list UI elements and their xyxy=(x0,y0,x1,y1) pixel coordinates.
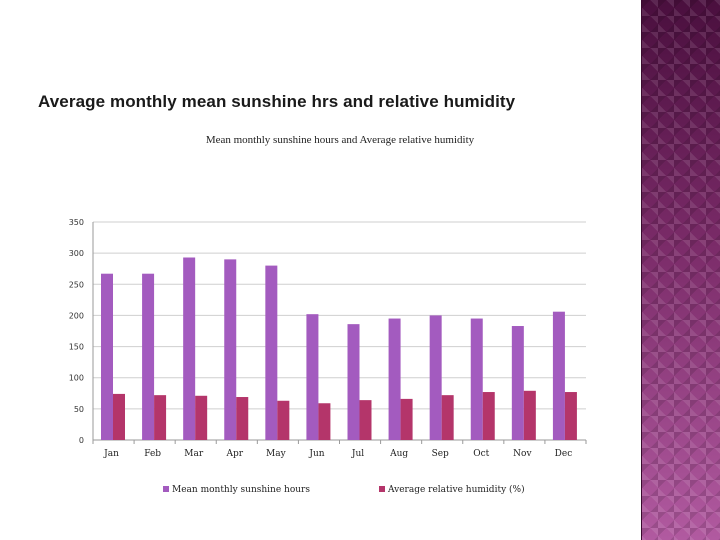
y-tick-label: 0 xyxy=(79,436,84,445)
y-tick-label: 350 xyxy=(69,218,84,227)
y-tick-label: 300 xyxy=(69,249,84,258)
bar-humidity xyxy=(400,398,413,440)
x-tick-label: May xyxy=(266,449,287,459)
x-tick-label: Jul xyxy=(351,449,364,459)
x-tick-label: Jun xyxy=(308,449,324,459)
x-tick-label: Dec xyxy=(555,449,573,459)
bar-sunshine xyxy=(183,257,196,440)
y-tick-label: 50 xyxy=(74,405,84,414)
bar-humidity xyxy=(441,395,454,440)
bar-humidity xyxy=(523,390,536,440)
bar-sunshine xyxy=(429,315,442,440)
x-tick-label: Mar xyxy=(184,449,204,459)
legend-swatch-sunshine xyxy=(163,486,169,492)
bar-humidity xyxy=(113,393,125,440)
bar-sunshine xyxy=(552,311,565,440)
bar-humidity xyxy=(236,397,249,440)
bar-humidity xyxy=(154,395,167,440)
y-tick-label: 200 xyxy=(69,311,84,320)
legend-swatch-humidity xyxy=(379,486,385,492)
x-tick-label: Feb xyxy=(144,449,161,459)
y-tick-label: 100 xyxy=(69,374,84,383)
bar-sunshine xyxy=(306,314,319,440)
bar-humidity xyxy=(359,400,372,440)
legend-label-sunshine: Mean monthly sunshine hours xyxy=(172,485,310,495)
bar-sunshine xyxy=(470,318,483,440)
y-tick-label: 150 xyxy=(69,343,84,352)
x-tick-label: Oct xyxy=(473,449,489,459)
x-tick-label: Aug xyxy=(389,449,408,459)
bar-sunshine xyxy=(265,265,278,440)
bar-sunshine xyxy=(347,324,360,440)
x-tick-label: Apr xyxy=(226,449,244,459)
slide-title: Average monthly mean sunshine hrs and re… xyxy=(38,92,516,111)
bar-sunshine xyxy=(388,318,401,440)
y-tick-label: 250 xyxy=(69,280,84,289)
bar-sunshine xyxy=(224,259,237,440)
bar-humidity xyxy=(277,400,290,440)
bar-humidity xyxy=(195,395,208,440)
legend-label-humidity: Average relative humidity (%) xyxy=(387,484,525,495)
chart-title: Mean monthly sunshine hours and Average … xyxy=(205,134,475,146)
x-tick-label: Nov xyxy=(513,449,532,459)
bar-sunshine xyxy=(142,273,155,440)
bar-sunshine xyxy=(511,326,524,440)
bar-humidity xyxy=(318,403,331,440)
bar-humidity xyxy=(482,392,495,440)
decorative-side-band xyxy=(642,0,720,540)
x-tick-label: Jan xyxy=(103,449,119,459)
bar-humidity xyxy=(564,392,577,440)
x-tick-label: Sep xyxy=(432,449,449,459)
bar-sunshine xyxy=(101,273,113,440)
